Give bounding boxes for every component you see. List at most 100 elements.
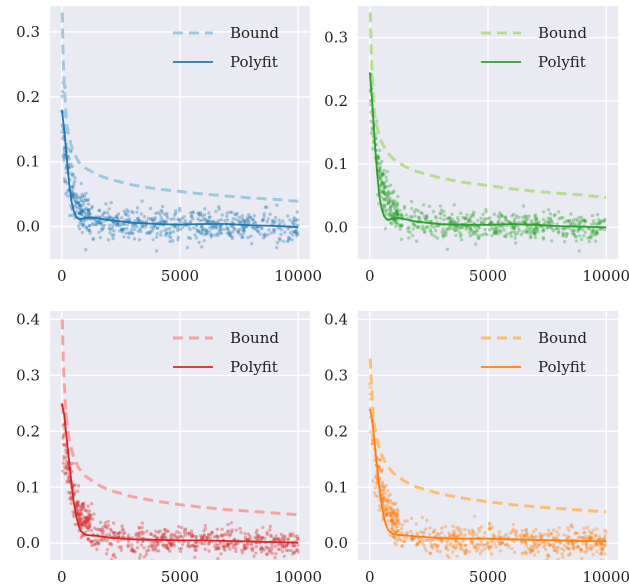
scatter-point [533, 232, 537, 237]
scatter-point [392, 206, 396, 211]
scatter-point [252, 220, 257, 224]
scatter-point [520, 551, 524, 556]
scatter-point [388, 183, 393, 187]
scatter-point [507, 220, 512, 224]
scatter-point [451, 543, 456, 548]
scatter-point [87, 538, 91, 542]
scatter-point [370, 126, 374, 130]
scatter-point [273, 538, 277, 543]
scatter-point [255, 528, 259, 532]
scatter-point [165, 227, 169, 231]
scatter-point [174, 535, 178, 540]
scatter-point [547, 543, 552, 548]
scatter-point [180, 542, 185, 547]
scatter-point [65, 459, 69, 463]
scatter-point [127, 231, 132, 236]
scatter-point [400, 544, 404, 548]
scatter-point [132, 549, 137, 553]
scatter-point [442, 209, 446, 214]
scatter-point [241, 232, 245, 236]
scatter-point [497, 224, 502, 229]
scatter-point [421, 224, 425, 228]
scatter-point [284, 544, 288, 548]
scatter-point [194, 544, 198, 548]
scatter-point [480, 543, 485, 547]
scatter-point [75, 511, 80, 516]
scatter-point [485, 232, 489, 237]
scatter-point [422, 230, 427, 235]
scatter-point [230, 210, 234, 215]
scatter-point [100, 223, 104, 227]
scatter-point [283, 535, 287, 539]
scatter-point [139, 229, 143, 234]
scatter-point [381, 496, 385, 501]
scatter-point [475, 542, 479, 547]
scatter-point [393, 514, 398, 518]
scatter-point [164, 543, 169, 547]
scatter-point [130, 222, 135, 227]
scatter-point [382, 185, 387, 190]
scatter-point [217, 207, 221, 211]
scatter-point [581, 228, 585, 232]
scatter-point [83, 521, 88, 525]
scatter-point [467, 529, 471, 533]
scatter-point [528, 548, 532, 553]
scatter-point [258, 232, 262, 236]
scatter-point [389, 519, 393, 523]
scatter-point [99, 221, 103, 225]
scatter-point [478, 234, 482, 238]
scatter-point [372, 491, 377, 495]
scatter-point [369, 131, 374, 135]
scatter-point [153, 534, 157, 538]
scatter-point [379, 177, 383, 182]
scatter-point [140, 219, 144, 223]
scatter-point [603, 552, 607, 556]
scatter-point [545, 226, 549, 230]
scatter-point [87, 228, 92, 233]
scatter-point [283, 230, 287, 234]
scatter-point [83, 524, 87, 528]
scatter-point [77, 519, 82, 523]
scatter-point [583, 219, 587, 223]
scatter-point [111, 553, 115, 558]
scatter-point [557, 217, 561, 221]
scatter-point [533, 217, 538, 222]
scatter-point [269, 533, 273, 538]
scatter-point [113, 530, 117, 535]
scatter-point [148, 230, 152, 234]
scatter-point [112, 229, 116, 233]
scatter-point [580, 535, 584, 540]
scatter-point [461, 548, 466, 553]
scatter-point [470, 528, 475, 532]
scatter-point [598, 561, 601, 564]
scatter-point [61, 433, 66, 437]
scatter-point [489, 220, 494, 225]
scatter-point [187, 531, 191, 536]
scatter-point [286, 227, 290, 231]
scatter-point [442, 233, 446, 238]
scatter-point [391, 511, 396, 515]
scatter-point [463, 527, 467, 532]
scatter-point [228, 532, 232, 536]
scatter-point [76, 499, 80, 504]
scatter-point [601, 219, 605, 223]
scatter-point [260, 546, 265, 551]
scatter-point [533, 536, 537, 540]
scatter-point [238, 526, 242, 531]
scatter-point [105, 211, 110, 215]
scatter-point [126, 540, 131, 544]
scatter-point [232, 537, 237, 541]
scatter-point [69, 150, 73, 154]
scatter-point [458, 225, 463, 230]
scatter-point [392, 219, 397, 223]
scatter-point [465, 225, 469, 229]
scatter-point [449, 220, 453, 224]
scatter-point [292, 216, 296, 220]
scatter-point [203, 523, 208, 528]
scatter-point [476, 546, 480, 551]
scatter-point [389, 527, 394, 531]
scatter-point [585, 549, 589, 553]
scatter-point [424, 538, 429, 542]
scatter-point [392, 521, 396, 525]
scatter-point [394, 501, 398, 505]
